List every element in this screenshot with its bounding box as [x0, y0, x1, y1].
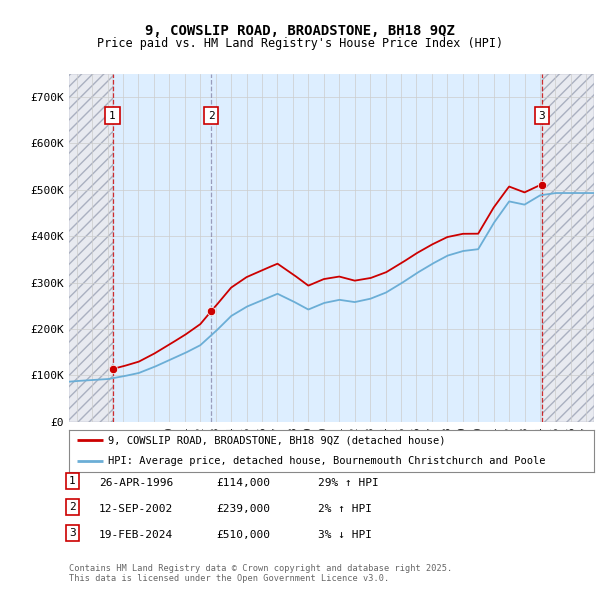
- Bar: [69, 74, 113, 422]
- Text: 26-APR-1996: 26-APR-1996: [99, 478, 173, 488]
- Text: 19-FEB-2024: 19-FEB-2024: [99, 530, 173, 540]
- Text: 12-SEP-2002: 12-SEP-2002: [99, 504, 173, 514]
- Text: Price paid vs. HM Land Registry's House Price Index (HPI): Price paid vs. HM Land Registry's House …: [97, 37, 503, 50]
- Text: £239,000: £239,000: [216, 504, 270, 514]
- Text: 2% ↑ HPI: 2% ↑ HPI: [318, 504, 372, 514]
- Bar: [542, 74, 594, 422]
- Text: 1: 1: [69, 476, 76, 486]
- Text: £510,000: £510,000: [216, 530, 270, 540]
- Text: 2: 2: [69, 502, 76, 512]
- Bar: [542, 74, 594, 422]
- Text: 2: 2: [208, 110, 215, 120]
- Text: 1: 1: [109, 110, 116, 120]
- Text: Contains HM Land Registry data © Crown copyright and database right 2025.
This d: Contains HM Land Registry data © Crown c…: [69, 563, 452, 583]
- Text: 3: 3: [539, 110, 545, 120]
- Text: £114,000: £114,000: [216, 478, 270, 488]
- Text: 9, COWSLIP ROAD, BROADSTONE, BH18 9QZ (detached house): 9, COWSLIP ROAD, BROADSTONE, BH18 9QZ (d…: [109, 435, 446, 445]
- Bar: [113, 74, 542, 422]
- Text: 3% ↓ HPI: 3% ↓ HPI: [318, 530, 372, 540]
- Text: 9, COWSLIP ROAD, BROADSTONE, BH18 9QZ: 9, COWSLIP ROAD, BROADSTONE, BH18 9QZ: [145, 24, 455, 38]
- Bar: [69, 74, 113, 422]
- Text: HPI: Average price, detached house, Bournemouth Christchurch and Poole: HPI: Average price, detached house, Bour…: [109, 457, 546, 466]
- Text: 3: 3: [69, 528, 76, 538]
- Text: 29% ↑ HPI: 29% ↑ HPI: [318, 478, 379, 488]
